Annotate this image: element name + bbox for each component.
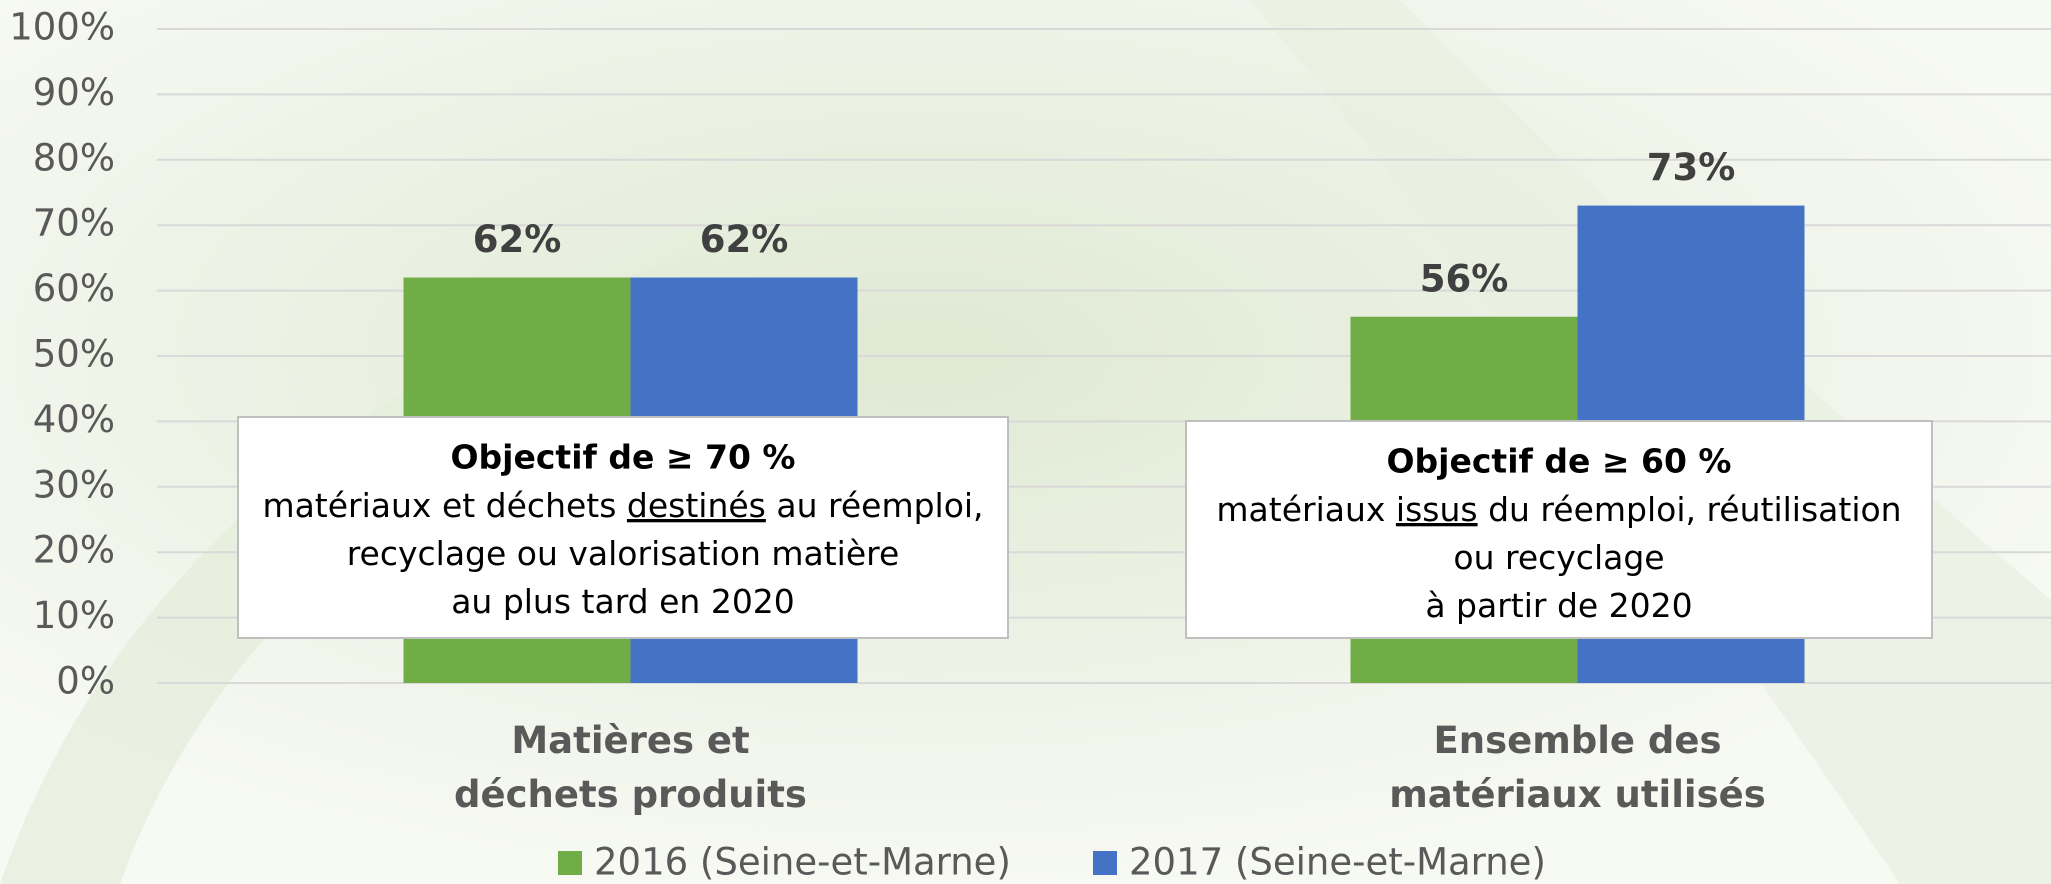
page: 0% 10% 20% 30% 40% 50% 60% 70% 80% 90% 100% Matière… <box>0 0 2051 884</box>
legend-label: 2016 (Seine-et-Marne) <box>594 841 1011 884</box>
x-tick-label-line: Ensemble des <box>1433 719 1721 762</box>
annotation-text: destinés <box>627 486 766 525</box>
annotation-line: matériaux et déchets destinés au réemplo… <box>262 486 983 525</box>
y-tick-label: 50% <box>33 333 115 376</box>
annotation-line: au plus tard en 2020 <box>451 582 795 621</box>
y-tick-label: 100% <box>9 6 115 49</box>
annotation-text: à partir de 2020 <box>1425 586 1692 625</box>
annotation-title: Objectif de ≥ 60 % <box>1387 442 1732 481</box>
y-tick-label: 40% <box>33 398 115 441</box>
x-tick-label-line: matériaux utilisés <box>1389 773 1766 816</box>
annotation-line: ou recyclage <box>1453 538 1664 577</box>
annotation-text: du réemploi, réutilisation <box>1478 490 1902 529</box>
legend-swatch <box>558 851 582 875</box>
y-tick-label: 20% <box>33 529 115 572</box>
data-label: 62% <box>473 218 562 261</box>
data-label: 73% <box>1647 146 1736 189</box>
annotation-text: matériaux et déchets <box>262 486 626 525</box>
legend-swatch <box>1093 851 1117 875</box>
legend-label: 2017 (Seine-et-Marne) <box>1129 841 1546 884</box>
annotation-text: issus <box>1396 490 1478 529</box>
annotation-text: au réemploi, <box>766 486 984 525</box>
y-tick-label: 0% <box>56 660 115 703</box>
y-tick-label: 70% <box>33 202 115 245</box>
data-label: 62% <box>700 218 789 261</box>
y-tick-label: 60% <box>33 267 115 310</box>
annotation-line: à partir de 2020 <box>1425 586 1692 625</box>
annotation-line: matériaux issus du réemploi, réutilisati… <box>1216 490 1901 529</box>
annotation-text: au plus tard en 2020 <box>451 582 795 621</box>
y-tick-label: 90% <box>33 71 115 114</box>
data-label: 56% <box>1420 257 1509 300</box>
annotation-title: Objectif de ≥ 70 % <box>451 438 796 477</box>
annotation-text: recyclage ou valorisation matière <box>347 534 900 573</box>
x-tick-label-line: déchets produits <box>454 773 807 816</box>
y-tick-label: 30% <box>33 463 115 506</box>
chart: 0% 10% 20% 30% 40% 50% 60% 70% 80% 90% 100% Matière… <box>0 0 2051 884</box>
y-tick-label: 80% <box>33 136 115 179</box>
x-tick-label-line: Matières et <box>511 719 749 762</box>
y-tick-label: 10% <box>33 594 115 637</box>
annotation-text: ou recyclage <box>1453 538 1664 577</box>
annotation-line: recyclage ou valorisation matière <box>347 534 900 573</box>
annotation-text: matériaux <box>1216 490 1396 529</box>
